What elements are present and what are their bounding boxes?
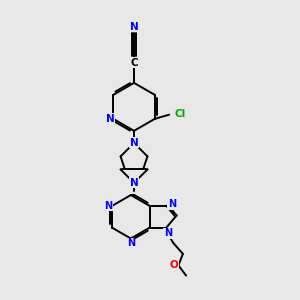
Text: N: N [106, 114, 114, 124]
Text: N: N [104, 201, 112, 211]
Text: N: N [130, 138, 138, 148]
Text: N: N [130, 22, 138, 32]
Text: N: N [127, 238, 135, 248]
Text: N: N [168, 199, 176, 209]
Text: O: O [169, 260, 178, 270]
Text: N: N [130, 178, 138, 188]
Text: N: N [164, 228, 172, 239]
Text: Cl: Cl [175, 109, 186, 119]
Text: C: C [130, 58, 138, 68]
